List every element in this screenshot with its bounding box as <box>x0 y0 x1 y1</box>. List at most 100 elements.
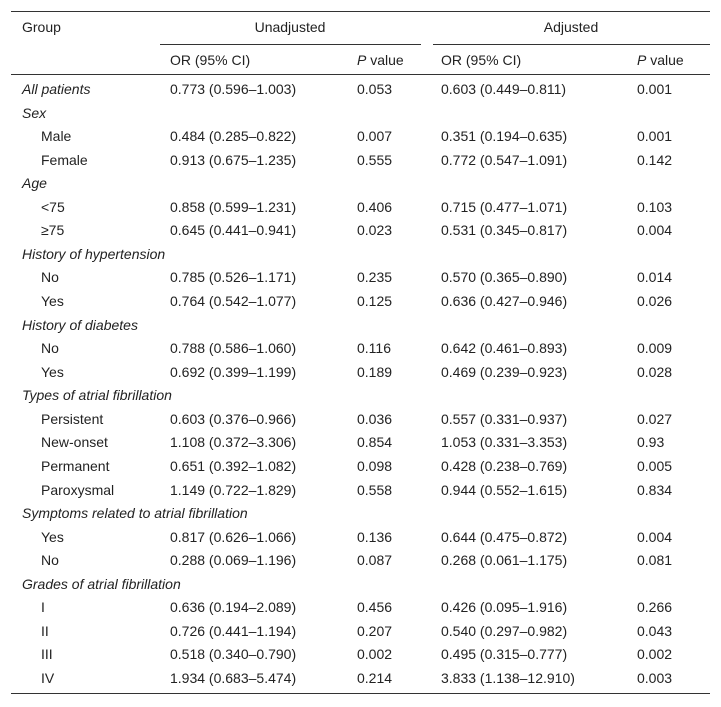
cell: 0.207 <box>357 622 393 639</box>
cell: 0.142 <box>637 151 673 168</box>
cell: 0.288 (0.069–1.196) <box>170 552 297 569</box>
cell: 0.002 <box>637 646 673 663</box>
cell: 0.788 (0.586–1.060) <box>170 340 297 357</box>
cell: 0.014 <box>637 269 673 286</box>
cell: 1.108 (0.372–3.306) <box>170 434 297 451</box>
row-label: <75 <box>41 198 65 215</box>
header-unadjusted: Unadjusted <box>254 19 326 35</box>
cell: 0.351 (0.194–0.635) <box>441 128 568 145</box>
group-label: Age <box>22 175 47 192</box>
cell: 0.004 <box>637 528 673 545</box>
group-rule <box>433 44 710 45</box>
cell: 0.834 <box>637 481 673 498</box>
cell: 0.004 <box>637 222 673 239</box>
row-label: No <box>41 269 59 286</box>
row-label: I <box>41 599 45 616</box>
cell: 0.772 (0.547–1.091) <box>441 151 568 168</box>
row-label: Yes <box>41 363 64 380</box>
row-label: Yes <box>41 528 64 545</box>
cell: 0.028 <box>637 363 673 380</box>
cell: 0.003 <box>637 670 673 686</box>
group-rule <box>160 44 421 45</box>
header-adjusted: Adjusted <box>543 19 599 35</box>
row-label: ≥75 <box>41 222 65 239</box>
row-label: II <box>41 622 49 639</box>
cell: 0.009 <box>637 340 673 357</box>
cell: 1.934 (0.683–5.474) <box>170 670 297 686</box>
cell: 0.817 (0.626–1.066) <box>170 528 297 545</box>
group-label: Grades of atrial fibrillation <box>22 575 181 592</box>
cell: 0.266 <box>637 599 673 616</box>
cell: 0.428 (0.238–0.769) <box>441 457 568 474</box>
cell: 0.570 (0.365–0.890) <box>441 269 568 286</box>
row-label: Yes <box>41 293 64 310</box>
cell: 0.136 <box>357 528 393 545</box>
cell: 0.692 (0.399–1.199) <box>170 363 297 380</box>
header-rule <box>11 74 710 75</box>
row-label: Paroxysmal <box>41 481 115 498</box>
cell: 0.484 (0.285–0.822) <box>170 128 297 145</box>
cell: 0.005 <box>637 457 673 474</box>
cell: 0.426 (0.095–1.916) <box>441 599 568 616</box>
cell: 0.098 <box>357 457 393 474</box>
cell: 0.715 (0.477–1.071) <box>441 198 568 215</box>
cell: 0.103 <box>637 198 673 215</box>
cell: 0.023 <box>357 222 393 239</box>
cell: 0.002 <box>357 646 393 663</box>
cell: 0.027 <box>637 410 673 427</box>
cell: 0.764 (0.542–1.077) <box>170 293 297 310</box>
cell: 0.603 (0.449–0.811) <box>441 81 567 97</box>
bottom-rule <box>11 693 710 694</box>
cell: 0.001 <box>637 128 673 145</box>
cell: 0.214 <box>357 670 393 686</box>
cell: 0.913 (0.675–1.235) <box>170 151 297 168</box>
row-label: Female <box>41 151 88 168</box>
cell: 0.001 <box>637 81 673 97</box>
cell: 0.644 (0.475–0.872) <box>441 528 568 545</box>
cell: 0.555 <box>357 151 393 168</box>
cell: 0.858 (0.599–1.231) <box>170 198 297 215</box>
cell: 0.773 (0.596–1.003) <box>170 81 297 97</box>
cell: 0.785 (0.526–1.171) <box>170 269 297 286</box>
cell: 0.636 (0.427–0.946) <box>441 293 568 310</box>
row-label: No <box>41 340 59 357</box>
row-label: New-onset <box>41 434 108 451</box>
row-label: No <box>41 552 59 569</box>
cell: 0.268 (0.061–1.175) <box>441 552 568 569</box>
column-header: OR (95% CI) <box>441 52 522 68</box>
column-header: P value <box>357 52 404 68</box>
cell: 0.456 <box>357 599 393 616</box>
cell: 0.93 <box>637 434 665 451</box>
cell: 0.125 <box>357 293 393 310</box>
group-label: Symptoms related to atrial fibrillation <box>22 505 248 522</box>
cell: 0.540 (0.297–0.982) <box>441 622 568 639</box>
cell: 0.189 <box>357 363 393 380</box>
cell: 0.036 <box>357 410 393 427</box>
cell: 0.007 <box>357 128 393 145</box>
row-label: III <box>41 646 53 663</box>
cell: 0.518 (0.340–0.790) <box>170 646 297 663</box>
row-label: Permanent <box>41 457 110 474</box>
cell: 0.944 (0.552–1.615) <box>441 481 568 498</box>
cell: 0.636 (0.194–2.089) <box>170 599 297 616</box>
cell: 3.833 (1.138–12.910) <box>441 670 575 686</box>
group-label: History of diabetes <box>22 316 138 333</box>
cell: 0.642 (0.461–0.893) <box>441 340 568 357</box>
cell: 0.469 (0.239–0.923) <box>441 363 568 380</box>
cell: 0.558 <box>357 481 393 498</box>
cell: 0.406 <box>357 198 393 215</box>
header-group: Group <box>22 19 61 35</box>
cell: 0.235 <box>357 269 393 286</box>
cell: 0.053 <box>357 81 393 97</box>
row-label: IV <box>41 670 55 686</box>
top-rule <box>11 11 710 12</box>
cell: 0.043 <box>637 622 673 639</box>
cell: 1.149 (0.722–1.829) <box>170 481 297 498</box>
row-label: Male <box>41 128 72 145</box>
cell: 0.557 (0.331–0.937) <box>441 410 568 427</box>
group-label: History of hypertension <box>22 245 166 262</box>
column-header: P value <box>637 52 684 68</box>
cell: 1.053 (0.331–3.353) <box>441 434 568 451</box>
cell: 0.651 (0.392–1.082) <box>170 457 297 474</box>
